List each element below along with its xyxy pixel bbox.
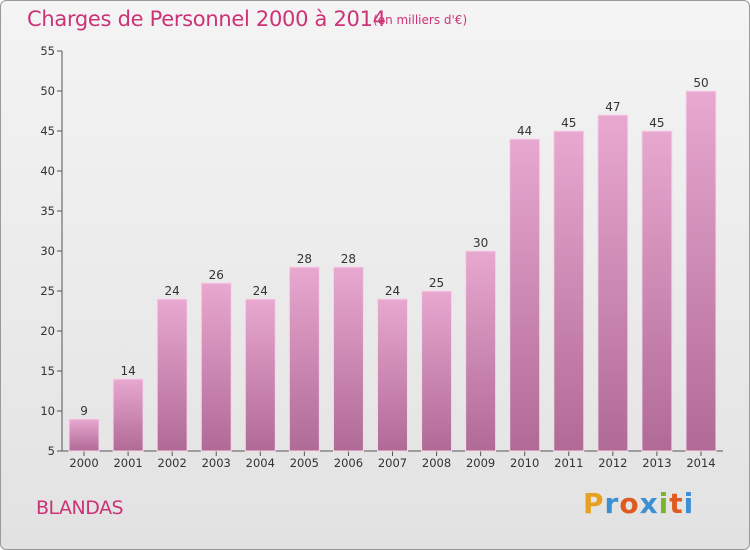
x-tick-label: 2006: [334, 456, 363, 470]
bar-2006: [332, 266, 364, 452]
x-tick-label: 2013: [642, 456, 671, 470]
x-tick-label: 2007: [378, 456, 407, 470]
x-tick-label: 2002: [158, 456, 187, 470]
value-label-2004: 24: [253, 284, 268, 298]
x-tick-label: 2012: [598, 456, 627, 470]
value-label-2003: 26: [209, 268, 224, 282]
proxiti-logo[interactable]: Proxiti: [583, 487, 694, 520]
value-label-2013: 45: [649, 116, 664, 130]
bar-2008: [421, 290, 453, 452]
value-label-2008: 25: [429, 276, 444, 290]
chart-title: Charges de Personnel 2000 à 2014: [27, 7, 386, 31]
bar-2014: [685, 90, 717, 452]
y-tick-label: 30: [40, 244, 55, 258]
value-label-2001: 14: [120, 364, 135, 378]
y-tick-label: 55: [40, 44, 55, 58]
y-tick-label: 15: [40, 364, 55, 378]
value-label-2000: 9: [80, 404, 88, 418]
bar-2007: [377, 298, 408, 452]
y-tick-label: 5: [48, 444, 55, 458]
y-tick-label: 50: [40, 84, 55, 98]
logo-letter: P: [583, 487, 605, 520]
y-tick-label: 10: [40, 404, 55, 418]
x-axis: 2000 2001 2002 2003 2004 2005 2006 2007 2008 2009…: [62, 450, 723, 470]
x-tick-label: 2001: [113, 456, 142, 470]
y-tick-label: 45: [40, 124, 55, 138]
bar-2009: [465, 250, 497, 452]
bar-2001: [112, 378, 144, 452]
value-label-2002: 24: [165, 284, 180, 298]
logo-letter: r: [604, 487, 620, 520]
bar-2003: [200, 282, 232, 452]
logo-letter: i: [683, 487, 695, 520]
value-label-2012: 47: [605, 100, 620, 114]
y-tick-label: 25: [40, 284, 55, 298]
y-tick-label: 40: [40, 164, 55, 178]
bar-2000: [68, 418, 100, 452]
logo-letter: t: [669, 487, 684, 520]
y-tick-label: 35: [40, 204, 55, 218]
x-tick-label: 2010: [510, 456, 539, 470]
value-labels: 9 14 24 26 24 28 28 24 25 30 44 45 47 45 50: [80, 76, 708, 418]
bar-2004: [244, 298, 276, 452]
value-label-2005: 28: [297, 252, 312, 266]
value-label-2011: 45: [561, 116, 576, 130]
x-tick-label: 2000: [69, 456, 98, 470]
x-tick-label: 2005: [290, 456, 319, 470]
bar-2011: [553, 130, 585, 452]
logo-letter: i: [658, 487, 670, 520]
bar-2005: [288, 266, 320, 452]
value-label-2014: 50: [693, 76, 708, 90]
logo-letter: x: [639, 487, 659, 520]
value-label-2009: 30: [473, 236, 488, 250]
x-tick-label: 2014: [686, 456, 715, 470]
y-tick-label: 20: [40, 324, 55, 338]
chart-subtitle: (en milliers d'€): [373, 13, 468, 27]
x-tick-label: 2003: [202, 456, 231, 470]
bar-2002: [156, 298, 188, 452]
commune-name: BLANDAS: [36, 497, 124, 519]
value-label-2010: 44: [517, 124, 532, 138]
logo-letter: o: [619, 487, 640, 520]
y-axis: 5 10 15 20 25 30 35 40 45 50 55: [40, 44, 63, 458]
x-tick-label: 2004: [246, 456, 275, 470]
value-label-2006: 28: [341, 252, 356, 266]
bar-2013: [641, 130, 673, 452]
value-label-2007: 24: [385, 284, 400, 298]
bars: [68, 90, 717, 452]
bar-2012: [597, 114, 629, 452]
x-tick-label: 2011: [554, 456, 583, 470]
x-tick-label: 2009: [466, 456, 495, 470]
bar-2010: [509, 138, 541, 452]
x-tick-label: 2008: [422, 456, 451, 470]
